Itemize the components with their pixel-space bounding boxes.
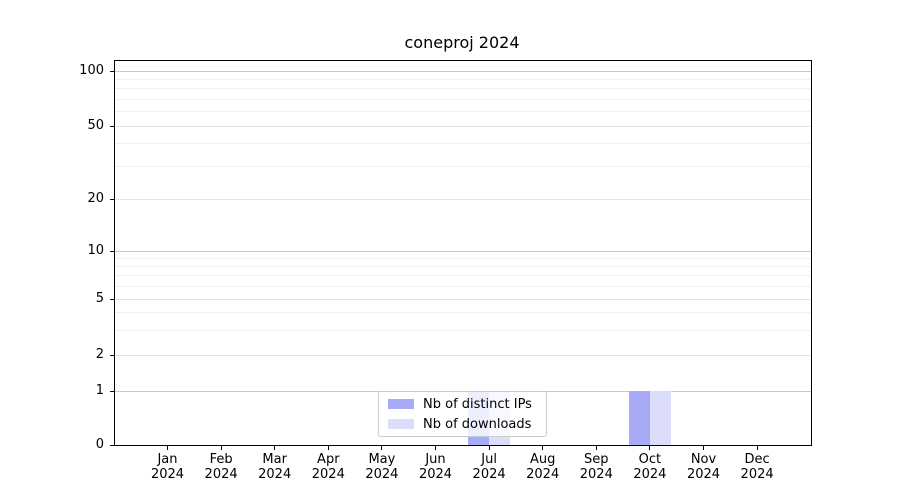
- x-tick-month: Apr: [317, 452, 340, 467]
- x-tick-label: Jun 2024: [408, 452, 464, 482]
- plot-area: Nb of distinct IPs Nb of downloads 0 1 2 5 1…: [79, 60, 812, 482]
- y-gridline-minor: [115, 275, 811, 277]
- y-tick: [110, 298, 114, 300]
- y-gridline-minor: [115, 312, 811, 314]
- y-tick-label: 5: [95, 291, 104, 306]
- chart-title: coneproj 2024: [404, 33, 520, 52]
- x-tick-label: Sep 2024: [568, 452, 624, 482]
- bar-distinct-ips: [628, 391, 650, 445]
- y-gridline-minor: [115, 111, 811, 113]
- y-gridline: [115, 354, 811, 356]
- legend: Nb of distinct IPs Nb of downloads: [378, 391, 547, 437]
- y-tick-label: 2: [95, 347, 104, 362]
- x-tick-month: Jun: [425, 452, 446, 467]
- x-tick: [167, 446, 168, 450]
- y-gridline: [115, 198, 811, 200]
- y-tick-label: 20: [87, 191, 104, 206]
- y-gridline-minor: [115, 98, 811, 100]
- x-tick-month: May: [368, 452, 396, 467]
- x-tick: [435, 446, 436, 450]
- y-tick-label: 1: [95, 383, 104, 398]
- x-tick: [381, 446, 383, 450]
- x-tick: [488, 446, 490, 450]
- x-tick-year: 2024: [258, 467, 292, 482]
- legend-label-distinct-ips: Nb of distinct IPs: [423, 396, 532, 412]
- x-tick-year: 2024: [633, 467, 667, 482]
- x-tick: [595, 446, 597, 450]
- x-tick: [542, 446, 544, 450]
- x-tick-year: 2024: [365, 467, 399, 482]
- y-gridline-minor: [115, 257, 811, 259]
- x-tick: [220, 446, 222, 450]
- x-tick-year: 2024: [472, 467, 506, 482]
- x-tick-label: Dec 2024: [729, 452, 785, 482]
- x-tick: [756, 446, 758, 450]
- legend-item-distinct-ips: Nb of distinct IPs: [388, 396, 546, 413]
- x-tick-year: 2024: [204, 467, 238, 482]
- x-tick-label: Jul 2024: [461, 452, 517, 482]
- y-tick: [110, 250, 114, 252]
- y-tick-label: 10: [87, 243, 104, 258]
- x-tick-year: 2024: [740, 467, 774, 482]
- x-tick-label: Feb 2024: [193, 452, 249, 482]
- x-tick-label: Apr 2024: [300, 452, 356, 482]
- y-gridline-minor: [115, 78, 811, 80]
- x-tick-month: Mar: [262, 452, 287, 467]
- y-tick-label: 0: [95, 437, 104, 452]
- x-tick-month: Dec: [744, 452, 770, 467]
- x-tick-label: Jan 2024: [140, 452, 196, 482]
- y-tick: [110, 125, 114, 127]
- x-tick: [649, 446, 651, 450]
- legend-label-downloads: Nb of downloads: [423, 416, 532, 432]
- y-gridline-minor: [115, 88, 811, 90]
- y-tick-label: 50: [87, 118, 104, 133]
- y-gridline-minor: [115, 285, 811, 287]
- x-tick-year: 2024: [579, 467, 613, 482]
- x-tick: [274, 446, 276, 450]
- x-tick-year: 2024: [311, 467, 345, 482]
- y-tick: [110, 70, 114, 72]
- x-tick-year: 2024: [150, 467, 185, 482]
- bar-downloads: [649, 391, 671, 445]
- x-tick-label: Nov 2024: [676, 452, 732, 482]
- y-tick-label: 100: [79, 63, 104, 78]
- x-tick: [703, 446, 704, 450]
- x-tick-year: 2024: [418, 467, 453, 482]
- x-tick-month: Nov: [690, 452, 717, 467]
- x-tick-month: Oct: [638, 452, 662, 467]
- y-gridline: [115, 298, 811, 300]
- y-gridline-minor: [115, 166, 811, 168]
- x-tick-label: Aug 2024: [515, 452, 571, 482]
- x-tick-label: Mar 2024: [247, 452, 303, 482]
- legend-item-downloads: Nb of downloads: [388, 416, 546, 433]
- x-tick-month: Jul: [481, 452, 497, 467]
- x-tick-month: Sep: [584, 452, 609, 467]
- legend-swatch-downloads: [388, 419, 414, 429]
- y-gridline: [115, 70, 811, 72]
- y-gridline-minor: [115, 265, 811, 267]
- x-tick-month: Jan: [157, 452, 178, 467]
- x-tick-month: Feb: [209, 452, 233, 467]
- x-tick-year: 2024: [686, 467, 721, 482]
- y-tick: [110, 198, 114, 200]
- y-gridline-minor: [115, 143, 811, 145]
- x-tick-month: Aug: [529, 452, 556, 467]
- y-tick: [110, 444, 114, 446]
- x-tick-label: May 2024: [354, 452, 410, 482]
- x-tick-label: Oct 2024: [622, 452, 678, 482]
- y-gridline: [115, 250, 811, 252]
- y-tick: [110, 354, 114, 356]
- x-tick: [327, 446, 329, 450]
- y-gridline-minor: [115, 329, 811, 331]
- y-gridline: [115, 125, 811, 127]
- x-tick-year: 2024: [526, 467, 560, 482]
- y-tick: [110, 390, 114, 392]
- legend-swatch-distinct-ips: [388, 399, 414, 409]
